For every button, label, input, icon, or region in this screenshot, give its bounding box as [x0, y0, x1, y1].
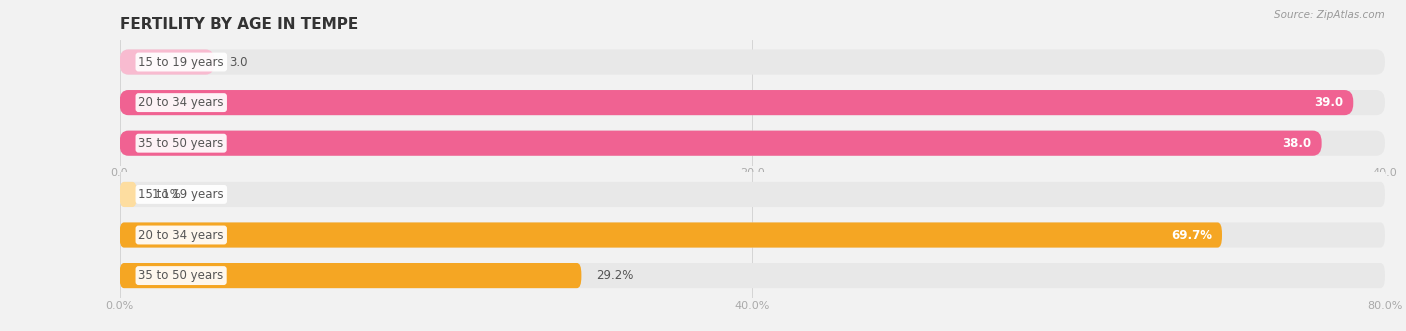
FancyBboxPatch shape — [120, 182, 1385, 207]
Text: 35 to 50 years: 35 to 50 years — [139, 269, 224, 282]
Text: 1.1%: 1.1% — [152, 188, 181, 201]
Text: 20 to 34 years: 20 to 34 years — [139, 228, 224, 242]
FancyBboxPatch shape — [120, 90, 1354, 115]
Text: Source: ZipAtlas.com: Source: ZipAtlas.com — [1274, 10, 1385, 20]
Text: 15 to 19 years: 15 to 19 years — [139, 188, 224, 201]
Text: 15 to 19 years: 15 to 19 years — [139, 56, 224, 69]
FancyBboxPatch shape — [120, 131, 1385, 156]
Text: 38.0: 38.0 — [1282, 137, 1312, 150]
FancyBboxPatch shape — [120, 182, 136, 207]
Text: 29.2%: 29.2% — [596, 269, 634, 282]
FancyBboxPatch shape — [120, 222, 1385, 248]
Text: FERTILITY BY AGE IN TEMPE: FERTILITY BY AGE IN TEMPE — [120, 17, 357, 31]
FancyBboxPatch shape — [120, 131, 1322, 156]
FancyBboxPatch shape — [120, 49, 1385, 74]
FancyBboxPatch shape — [120, 263, 582, 288]
FancyBboxPatch shape — [120, 90, 1385, 115]
Text: 20 to 34 years: 20 to 34 years — [139, 96, 224, 109]
FancyBboxPatch shape — [120, 222, 1222, 248]
FancyBboxPatch shape — [120, 49, 215, 74]
Text: 39.0: 39.0 — [1315, 96, 1343, 109]
FancyBboxPatch shape — [120, 263, 1385, 288]
Text: 69.7%: 69.7% — [1171, 228, 1212, 242]
Text: 35 to 50 years: 35 to 50 years — [139, 137, 224, 150]
Text: 3.0: 3.0 — [229, 56, 247, 69]
